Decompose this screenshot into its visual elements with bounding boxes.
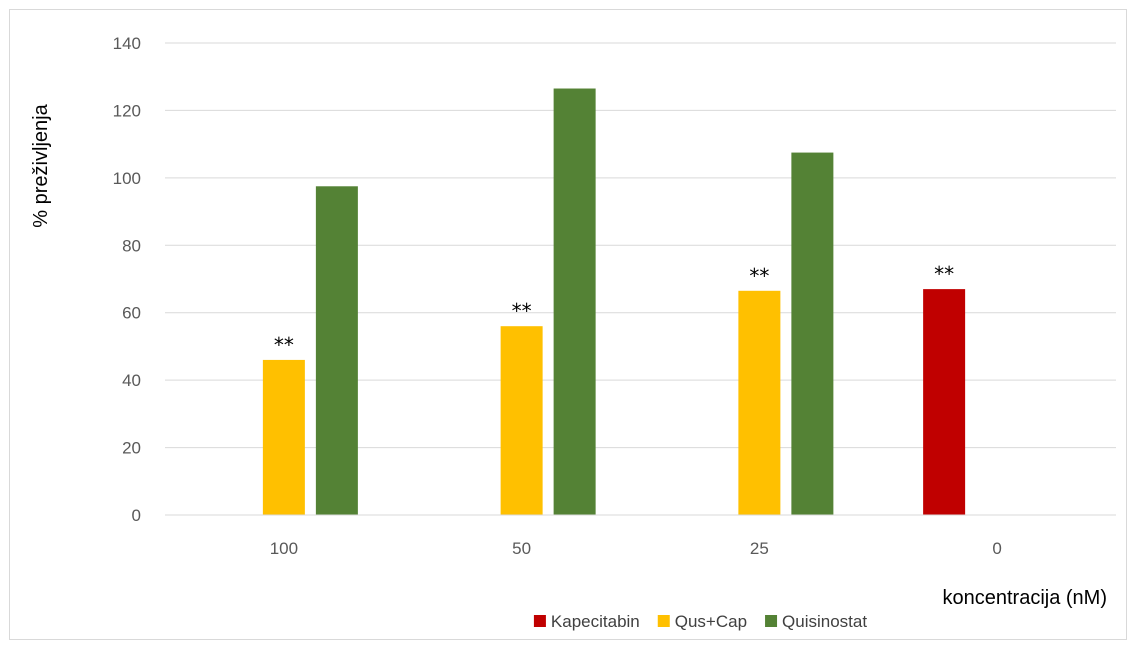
bars bbox=[165, 88, 1116, 516]
bar-qus-cap-50 bbox=[500, 326, 543, 515]
y-tick-label: 20 bbox=[122, 439, 141, 458]
bar-kapecitabin-0 bbox=[923, 289, 966, 515]
significance-label: ** bbox=[512, 299, 532, 323]
y-tick-label: 60 bbox=[122, 304, 141, 323]
bar-quisinostat-25 bbox=[791, 152, 834, 516]
x-tick-label: 0 bbox=[992, 539, 1001, 558]
significance-label: ** bbox=[934, 262, 954, 286]
bar-quisinostat-50 bbox=[553, 88, 596, 515]
legend: Kapecitabin Qus+Cap Quisinostat bbox=[533, 612, 867, 631]
legend-swatch bbox=[657, 615, 670, 627]
legend-label: Quisinostat bbox=[782, 612, 867, 631]
bar-qus-cap-25 bbox=[738, 290, 781, 515]
y-tick-label: 140 bbox=[113, 34, 141, 53]
bar-quisinostat-100 bbox=[315, 186, 358, 516]
significance-label: ** bbox=[274, 333, 294, 357]
bar-qus-cap-100 bbox=[262, 359, 305, 515]
significance-label: ** bbox=[749, 264, 769, 288]
y-axis-ticks: 0 20 40 60 80 100 120 140 bbox=[113, 34, 141, 525]
x-axis-title: koncentracija (nM) bbox=[942, 587, 1107, 609]
legend-swatch bbox=[765, 615, 778, 627]
legend-label: Qus+Cap bbox=[675, 612, 747, 631]
legend-swatch bbox=[533, 615, 546, 627]
legend-item-kapecitabin: Kapecitabin bbox=[533, 612, 640, 631]
y-tick-label: 120 bbox=[113, 101, 141, 120]
y-tick-label: 100 bbox=[113, 169, 141, 188]
y-tick-label: 0 bbox=[132, 506, 141, 525]
x-tick-label: 50 bbox=[512, 539, 531, 558]
legend-item-qus-cap: Qus+Cap bbox=[657, 612, 747, 631]
y-tick-label: 40 bbox=[122, 371, 141, 390]
y-tick-label: 80 bbox=[122, 236, 141, 255]
legend-label: Kapecitabin bbox=[551, 612, 640, 631]
data-labels: ** ** ** ** bbox=[274, 262, 954, 357]
legend-item-quisinostat: Quisinostat bbox=[765, 612, 867, 631]
x-tick-label: 25 bbox=[750, 539, 769, 558]
y-axis-title: % preživljenja bbox=[30, 103, 52, 227]
x-axis-ticks: 100 50 25 0 bbox=[270, 539, 1002, 558]
x-tick-label: 100 bbox=[270, 539, 298, 558]
